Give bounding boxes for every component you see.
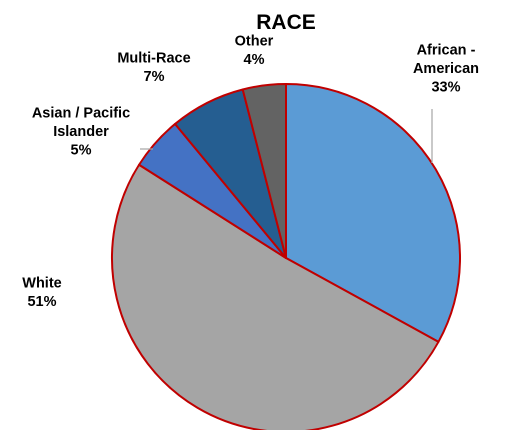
pie-slices xyxy=(111,83,462,430)
slice-label: Asian / Pacific Islander 5% xyxy=(32,105,130,158)
chart-title: RACE xyxy=(256,11,316,34)
slice-name-label: Multi-Race xyxy=(117,51,190,67)
slice-value-label: 5% xyxy=(71,142,92,158)
pie-slice xyxy=(241,83,287,259)
slice-value-label: 51% xyxy=(27,294,56,310)
slice-value-label: 7% xyxy=(144,69,165,85)
slice-name-label: African - xyxy=(417,42,476,58)
slice-name-label: Asian / Pacific xyxy=(32,105,130,121)
slice-label: Other 4% xyxy=(235,34,274,69)
slice-name-label: White xyxy=(22,276,61,292)
slice-value-label: 33% xyxy=(431,79,460,95)
leader-lines xyxy=(140,109,433,163)
slice-label: White 51% xyxy=(22,276,61,311)
slice-label: African - American 33% xyxy=(413,42,479,95)
pie-slice xyxy=(285,83,462,343)
pie-slice xyxy=(111,163,440,430)
slice-name-label: Other xyxy=(235,34,274,50)
slice-name-label: American xyxy=(413,61,479,77)
slice-value-label: 4% xyxy=(244,52,265,68)
slice-labels: African - American 33% White 51% Asian / Paci… xyxy=(22,34,479,311)
slice-label: Multi-Race 7% xyxy=(117,51,190,86)
slice-name-label: Islander xyxy=(53,124,109,140)
